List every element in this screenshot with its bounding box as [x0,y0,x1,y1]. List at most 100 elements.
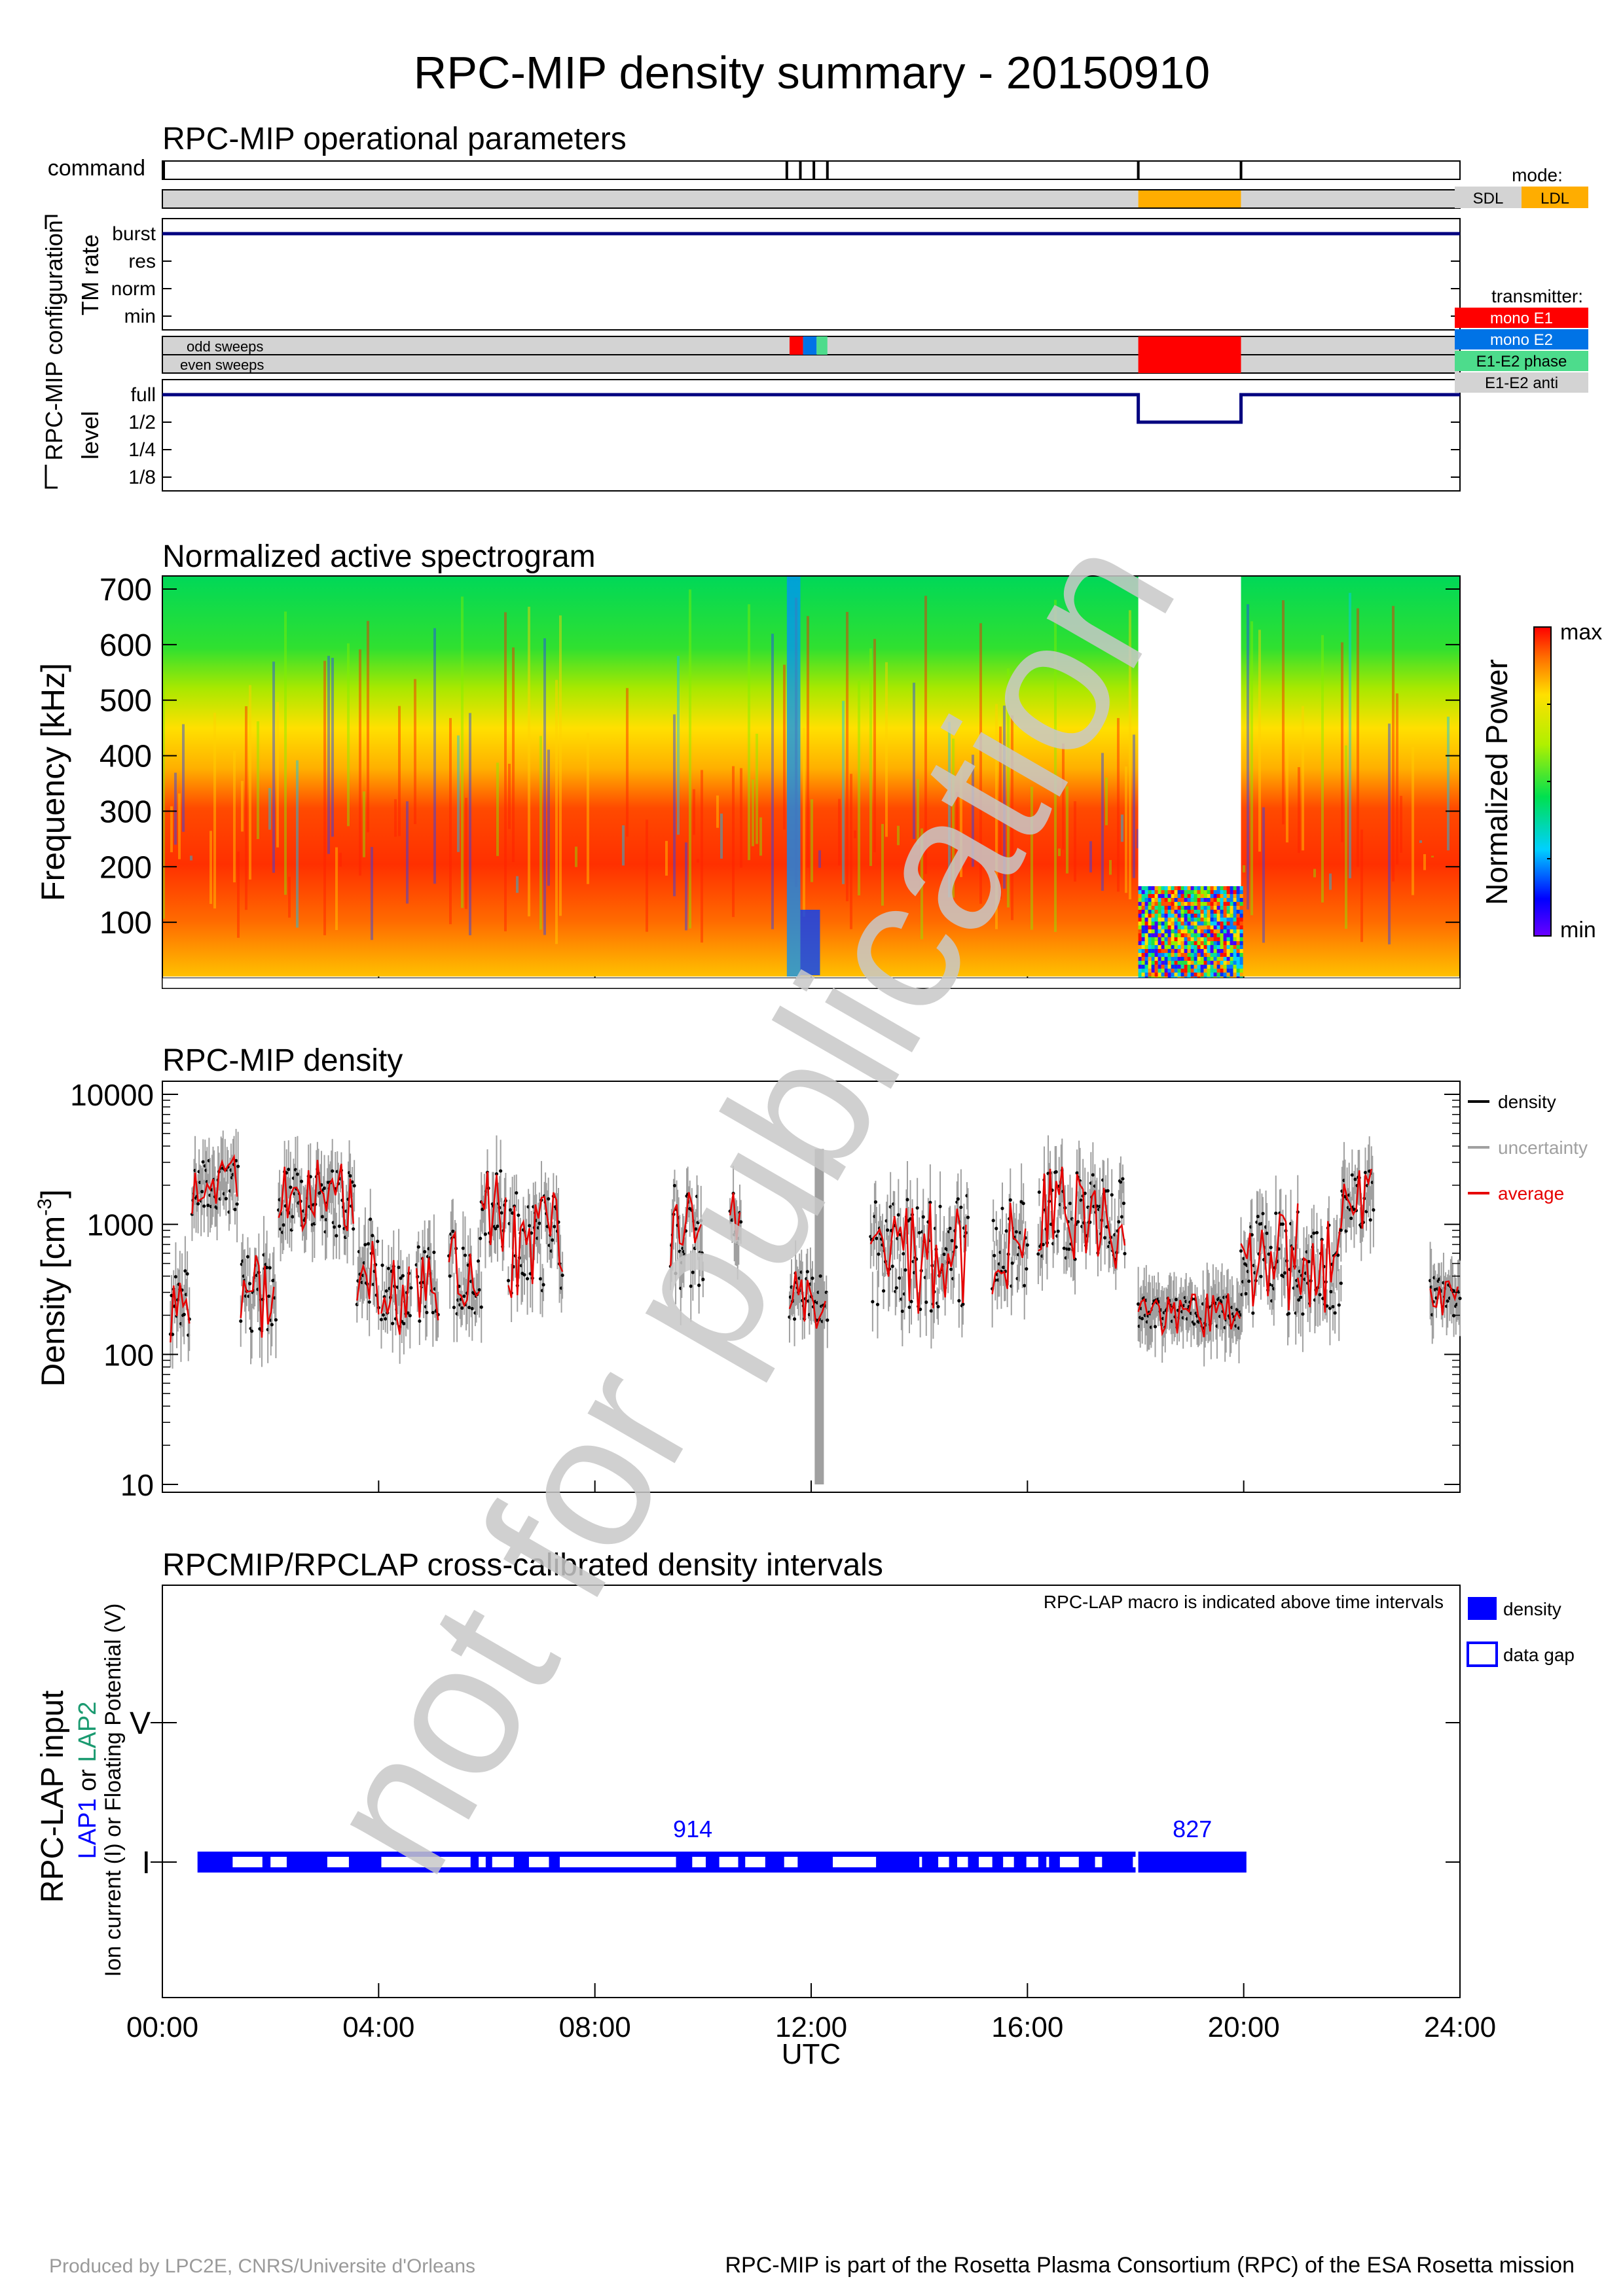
spectrogram-cell [1197,917,1201,922]
spectrogram-streak [626,688,629,837]
spectrogram-streak [257,721,259,839]
spectrogram-cell [1161,948,1165,953]
transmitter-legend: mono E1 mono E2 E1-E2 phase E1-E2 anti [1455,308,1588,393]
spectrogram-cell [1141,886,1145,890]
spectrogram-cell [1223,913,1227,918]
x-tick-label: 16:00 [991,2011,1063,2043]
command-ticks [162,161,1243,179]
spectrogram-cell [1187,972,1191,977]
spectrogram-streak [469,713,471,936]
lap-macro-label: 827 [1173,1816,1212,1842]
spectrogram-cell [1141,944,1145,949]
lap-data-gap [979,1857,993,1867]
density-point [506,1279,511,1283]
spectrogram-cell [1158,905,1161,910]
spectrogram-cell [1194,960,1197,965]
spectrogram-cell [1148,941,1152,945]
spectrogram-cell [1148,901,1152,906]
lap-data-gap [1003,1857,1014,1867]
spectrogram-cell [1239,929,1243,933]
density-point [369,1217,373,1221]
spectrogram-cell [1190,905,1194,910]
spectrogram-streak [1066,786,1068,874]
density-point [320,1215,325,1219]
level-axis-label: level [77,411,103,459]
spectrogram-cell [1239,897,1243,902]
spectrogram-cell [1216,960,1220,965]
spectrogram-cell [1148,929,1152,933]
spectrogram-cell [1230,905,1233,910]
spectrogram-cell [1233,921,1237,925]
spectrogram-cell [1194,964,1197,969]
spectrogram-cell [1174,944,1178,949]
spectrogram-cell [1216,968,1220,973]
spectrogram-cell [1151,889,1155,894]
lap-data-gap [1046,1857,1049,1867]
spectrogram-cell [1233,889,1237,894]
spectrogram-streak [587,732,589,884]
density-point [1331,1304,1335,1309]
spectrogram-cell [1203,886,1207,890]
spectrogram-cell [1148,921,1152,925]
spectrogram-cell [1190,968,1194,973]
spectrogram-cell [1194,909,1197,914]
density-point [401,1274,405,1278]
spectrogram-cell [1187,929,1191,933]
mode-legend-title: mode: [1512,165,1563,185]
lap-data-gap [833,1857,877,1867]
density-point [196,1202,200,1206]
spectrogram-cell [1220,925,1224,929]
spectrogram-cell [1210,960,1214,965]
spectrogram-cell [1203,897,1207,902]
density-point [1283,1271,1287,1275]
spectrogram-cell [1158,972,1161,977]
spectrogram-cell [1230,941,1233,945]
spectrogram-streak [854,830,856,838]
density-point [1446,1299,1450,1303]
spectrogram-streak [917,779,919,845]
spectrogram-cell [1223,933,1227,937]
spectrogram-streak [406,801,409,904]
spectrogram-cell [1167,905,1171,910]
spectrogram-cell [1148,897,1152,902]
spectrogram-cell [1236,917,1240,922]
spectrogram-cell [1151,917,1155,922]
spectrogram-cell [1207,905,1211,910]
spectrogram-cell [1233,941,1237,945]
spectrogram-cell [1144,948,1148,953]
spectrogram-cell [1158,886,1161,890]
spectrogram-cell [1194,948,1197,953]
lap-ytick-label: I [142,1846,151,1880]
spectrogram-cell [1200,913,1204,918]
spectrogram-cell [1239,964,1243,969]
spectrogram-cell [1190,929,1194,933]
spectrogram-cell [1226,917,1230,922]
density-point [322,1186,327,1190]
spectrogram-cell [1220,972,1224,977]
spectrogram-cell [1213,972,1217,977]
density-point [871,1300,875,1304]
spectrogram-cell [1200,905,1204,910]
spectrogram-streak [1313,869,1316,878]
spectrogram-streak [756,734,758,844]
spectrogram-cell [1144,941,1148,945]
spectrogram-cell [1194,893,1197,898]
lap-ytick-label: V [130,1706,151,1741]
density-point [966,1215,970,1219]
spectrogram-streak [1109,860,1112,875]
config-group-label: RPC-MIP configuration [41,220,67,461]
spectrogram-cell [1187,897,1191,902]
spectrogram-cell [1239,933,1243,937]
spectrogram-cell [1171,901,1175,906]
spectrogram-cell [1141,952,1145,957]
spectrogram-cell [1216,886,1220,890]
spectrogram-cell [1180,952,1184,957]
spectrogram-cell [1180,897,1184,902]
density-point [875,1302,880,1306]
spectrogram-cell [1236,960,1240,965]
spectrogram-xticks [162,977,1461,989]
spectrogram-cell [1236,913,1240,918]
spectrogram-streak [347,643,350,827]
density-point [1247,1279,1251,1283]
spectrogram-cell [1203,921,1207,925]
